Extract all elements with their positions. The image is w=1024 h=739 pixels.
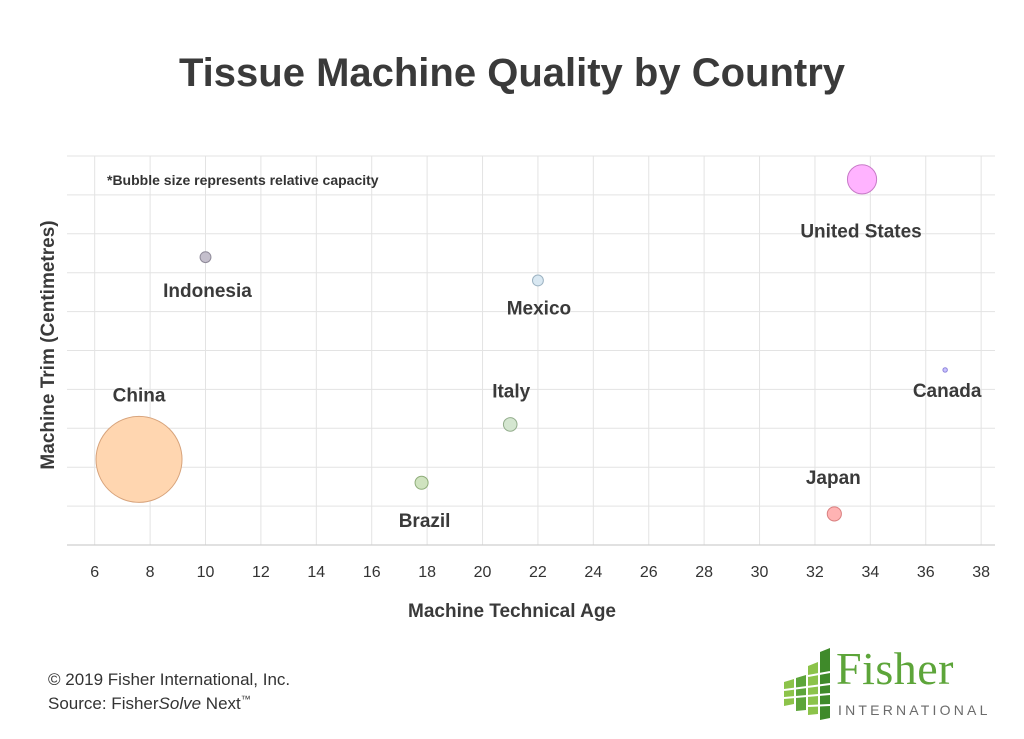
chart-title: Tissue Machine Quality by Country (179, 51, 846, 95)
x-tick-label: 36 (917, 564, 935, 581)
x-tick-label: 20 (474, 564, 492, 581)
fisher-logo: Fisher INTERNATIONAL (784, 643, 994, 722)
bubble-japan (826, 506, 842, 522)
x-tick-label: 6 (90, 564, 99, 581)
bubble-label-brazil: Brazil (399, 511, 451, 532)
bubble-italy (502, 417, 518, 432)
bubble-label-japan: Japan (806, 468, 861, 489)
source-suffix: Next (201, 694, 241, 713)
x-tick-label: 10 (197, 564, 215, 581)
x-tick-label: 32 (806, 564, 824, 581)
y-axis-title: Machine Trim (Centimetres) (38, 220, 59, 469)
x-tick-label: 8 (146, 564, 155, 581)
bubble-indonesia (199, 251, 212, 264)
x-tick-label: 30 (751, 564, 769, 581)
x-tick-label: 38 (972, 564, 990, 581)
bubbles: China Indonesia Brazil Italy Mexico Japan Unit… (95, 164, 982, 532)
bubble-label-canada: Canada (913, 381, 982, 402)
source-italic: Solve (158, 694, 202, 713)
x-tick-label: 34 (861, 564, 879, 581)
source-text: Source: FisherSolve Next™ (48, 694, 251, 714)
x-tick-label: 22 (529, 564, 547, 581)
x-tick-label: 26 (640, 564, 658, 581)
bubble-label-italy: Italy (492, 381, 530, 402)
logo-word: Fisher (836, 643, 954, 694)
bubble-china (95, 415, 183, 503)
x-tick-label: 18 (418, 564, 436, 581)
x-axis-ticks: 6 8 10 12 14 16 18 20 22 24 26 28 30 32 34 36 38 (90, 564, 990, 581)
trademark-symbol: ™ (240, 694, 251, 706)
bubble-label-indonesia: Indonesia (163, 281, 252, 302)
bubble-label-mexico: Mexico (507, 298, 571, 319)
bubble-size-note: *Bubble size represents relative capacit… (107, 172, 379, 188)
bubble-label-united-states: United States (800, 221, 921, 242)
x-tick-label: 16 (363, 564, 381, 581)
building-icon (784, 648, 831, 720)
bubble-mexico (531, 274, 544, 287)
bubble-canada (942, 367, 948, 373)
x-tick-label: 12 (252, 564, 270, 581)
copyright-text: © 2019 Fisher International, Inc. (48, 670, 291, 689)
bubble-brazil (414, 475, 429, 490)
grid (67, 155, 995, 546)
logo-subtitle: INTERNATIONAL (838, 702, 991, 718)
x-tick-label: 28 (695, 564, 713, 581)
x-tick-label: 14 (307, 564, 325, 581)
x-tick-label: 24 (584, 564, 602, 581)
source-prefix: Source: Fisher (48, 694, 159, 713)
bubble-label-china: China (113, 385, 166, 406)
x-axis-title: Machine Technical Age (408, 601, 616, 622)
bubble-united-states (846, 164, 878, 195)
